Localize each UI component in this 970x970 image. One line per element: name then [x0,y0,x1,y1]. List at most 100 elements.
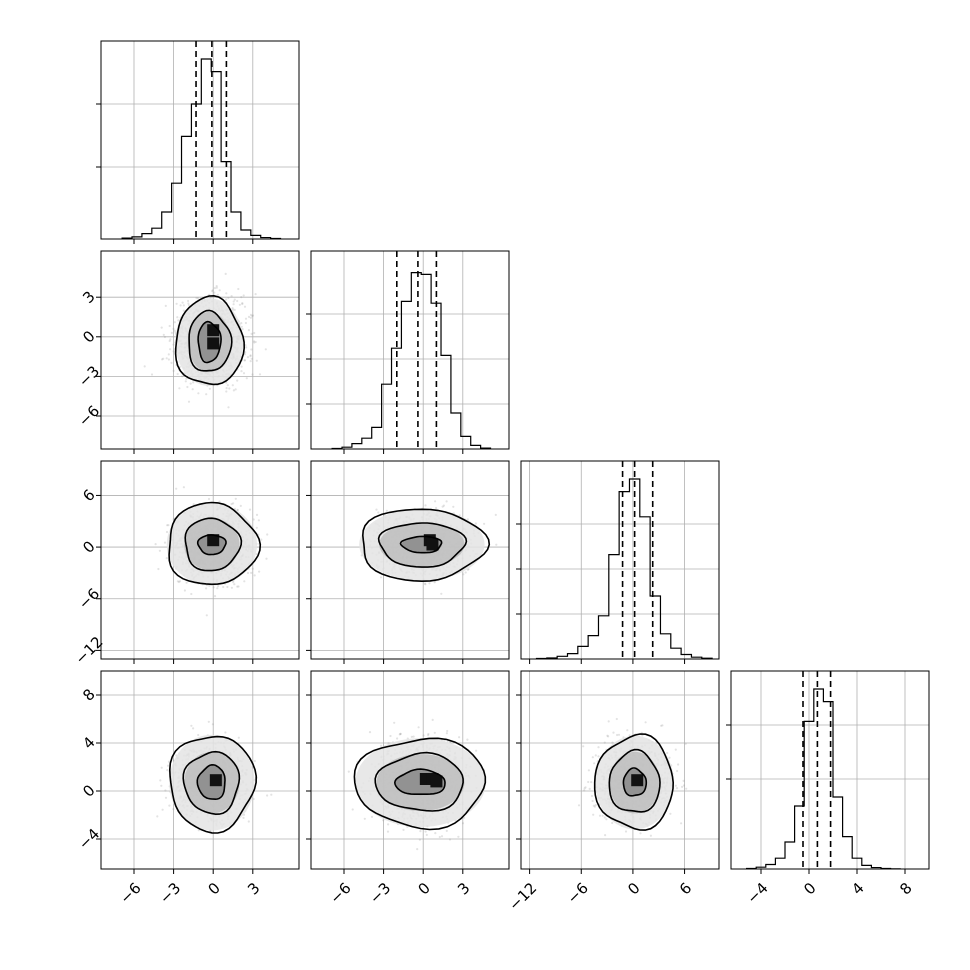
scatter-point [232,581,235,584]
scatter-point [254,293,257,296]
scatter-point [191,388,194,391]
scatter-point [243,359,246,362]
scatter-point [260,538,263,541]
scatter-point [243,359,246,362]
density-core [207,534,220,547]
scatter-point [161,808,164,811]
scatter-point [205,614,208,617]
panel-frame [520,460,720,660]
scatter-point [253,341,256,344]
hist-panel-2 [516,460,720,660]
scatter-point [227,296,230,300]
scatter-point [428,582,431,585]
scatter-point [187,400,191,403]
scatter-point [197,829,200,832]
scatter-point [253,331,256,335]
scatter-point [258,373,262,376]
scatter-point [215,286,218,289]
scatter-point [232,300,235,303]
scatter-point [224,272,227,275]
scatter-point [169,338,172,341]
scatter-point [462,573,465,576]
scatter-point [184,380,187,383]
scatter-point [234,388,237,391]
scatter-point [182,309,185,312]
scatter-point [250,357,253,360]
scatter-point [441,505,444,508]
scatter-point [424,504,427,507]
scatter-point [251,373,254,376]
scatter-point [181,375,184,378]
scatter-point [170,331,173,334]
scatter-point [179,304,182,307]
scatter-point [230,502,233,506]
scatter-point [236,585,239,588]
scatter-point [189,382,192,385]
scatter-point [240,296,243,299]
scatter-point [178,580,182,583]
scatter-point [224,731,227,734]
scatter-point [236,299,239,303]
scatter-point [495,543,498,546]
scatter-point [182,304,185,307]
contour-line [188,309,233,372]
scatter-point [170,361,173,364]
scatter-point [174,331,177,334]
scatter-point [252,340,256,343]
scatter-point [233,298,236,301]
scatter-content [311,461,509,659]
scatter-panel-2-1 [306,460,510,660]
scatter-point [187,299,190,303]
scatter-point [379,576,383,579]
panel-frame [730,670,930,870]
scatter-point [178,387,181,390]
scatter-point [483,522,486,525]
scatter-point [231,307,234,310]
scatter-point [249,313,253,316]
scatter-point [222,585,225,589]
scatter-point [253,759,256,763]
scatter-point [251,314,255,317]
scatter-point [232,303,235,306]
scatter-point [242,816,245,820]
scatter-point [164,304,167,307]
panel-frame [310,460,510,660]
scatter-point [248,508,252,511]
histogram-line [121,58,282,239]
scatter-point [255,553,258,556]
scatter-point [231,384,234,387]
scatter-point [168,324,171,328]
scatter-point [246,356,250,359]
scatter-point [240,325,243,328]
scatter-point [230,295,233,298]
scatter-point [251,567,254,570]
scatter-point [211,289,214,292]
scatter-point [234,497,237,500]
scatter-point [243,353,246,356]
scatter-point [161,358,164,361]
scatter-point [218,500,221,503]
scatter-point [181,301,184,304]
scatter-point [233,308,236,311]
scatter-point [182,486,185,489]
scatter-point [266,794,269,797]
scatter-point [211,290,214,293]
scatter-point [190,592,193,596]
scatter-point [175,302,178,305]
scatter-point [265,557,268,560]
scatter-point [266,533,269,536]
scatter-point [164,789,167,792]
scatter-point [251,314,254,318]
scatter-point [162,333,165,336]
scatter-point [239,504,242,507]
scatter-point [167,358,170,361]
scatter-point [238,303,241,306]
scatter-point [242,294,245,297]
scatter-point [228,387,231,390]
scatter-point [227,406,230,409]
scatter-point [232,389,235,392]
scatter-point [255,513,259,517]
scatter-point [464,571,467,574]
scatter-point [197,733,200,737]
scatter-point [172,327,175,330]
